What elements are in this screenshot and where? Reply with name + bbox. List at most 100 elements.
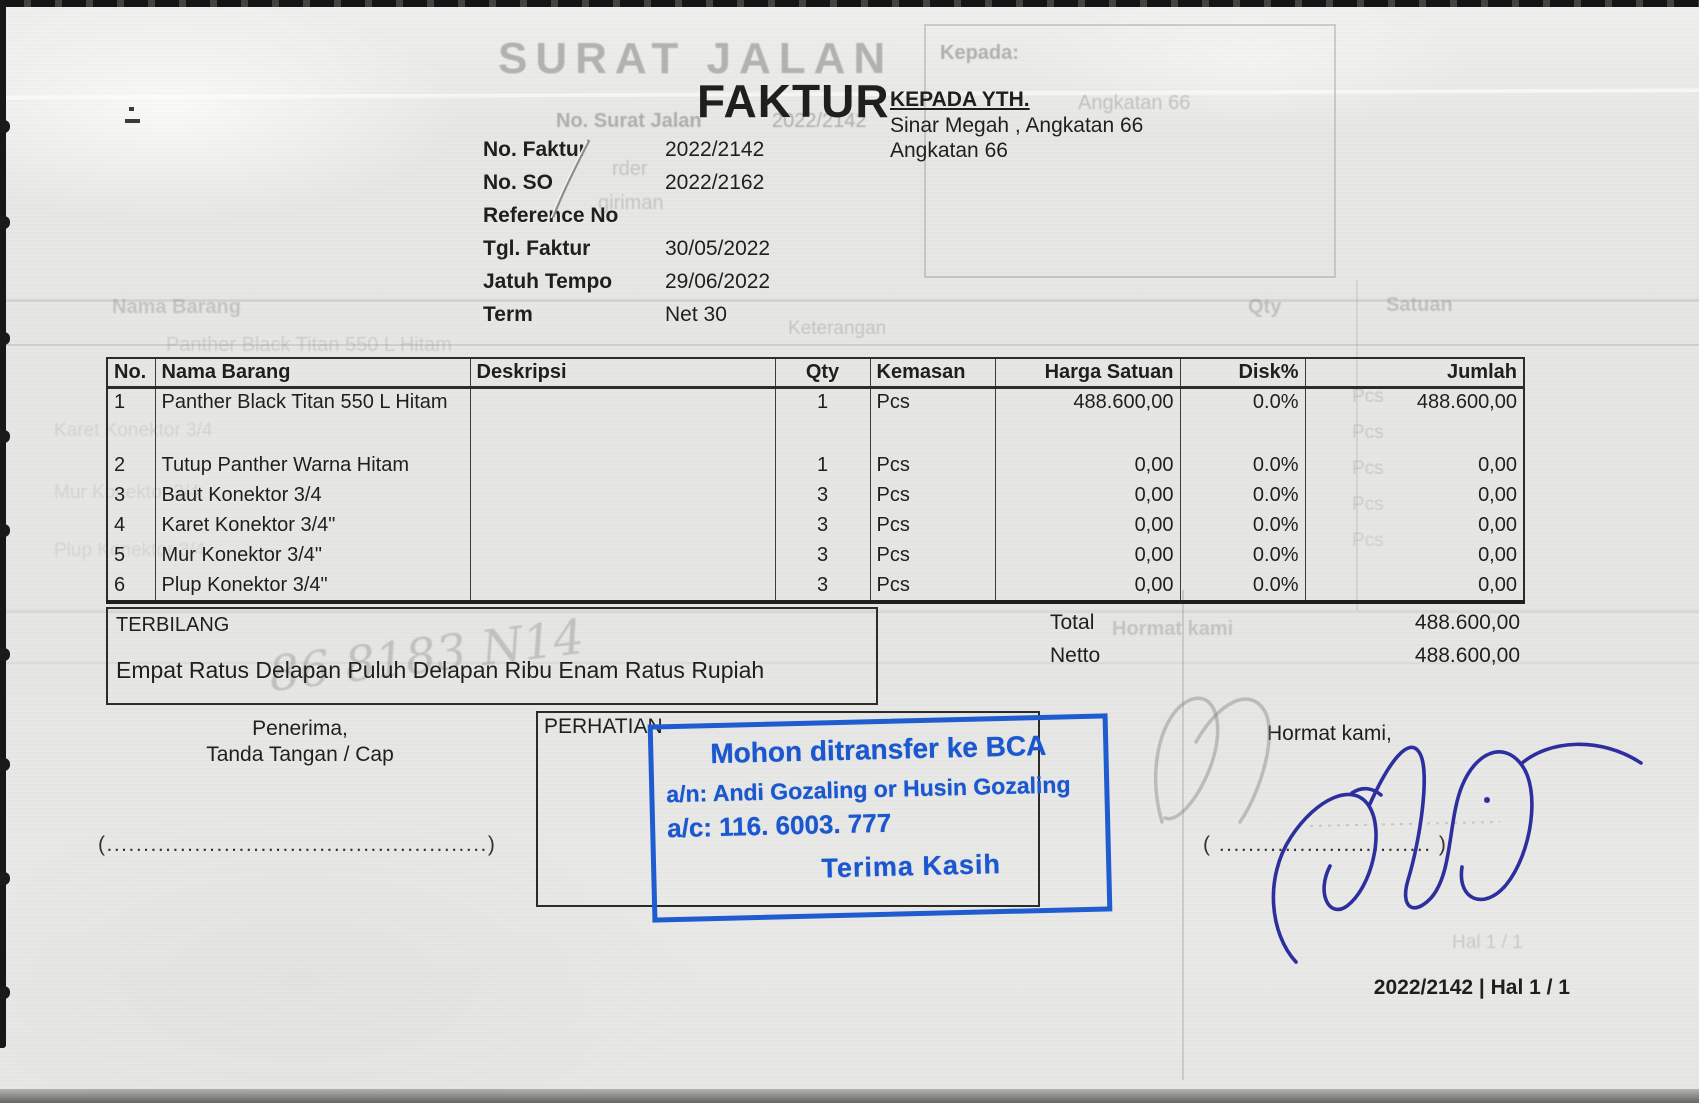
terbilang-text: Empat Ratus Delapan Puluh Delapan Ribu E… <box>116 657 765 683</box>
cell-no: 2 <box>114 453 126 476</box>
scan-edge-blob <box>0 872 10 885</box>
cell-qty: 3 <box>774 571 870 602</box>
recipient-name: Sinar Megah , Angkatan 66 <box>890 114 1144 137</box>
table-row: 6 Plup Konektor 3/4" 3 Pcs 0,00 0.0% 0,0… <box>107 571 1524 602</box>
ghost-nama-barang-header: Nama Barang <box>112 296 241 318</box>
cell-no: 3 <box>114 483 126 506</box>
col-harga-satuan: Harga Satuan <box>994 358 1180 389</box>
table-row: 4 Karet Konektor 3/4" 3 Pcs 0,00 0.0% 0,… <box>107 511 1524 542</box>
cell-disk: 0.0% <box>1179 481 1305 512</box>
scan-edge-blob <box>0 332 10 345</box>
ghost-qty-header: Qty <box>1248 296 1282 318</box>
scan-edge-blob <box>0 524 10 537</box>
terbilang-box: TERBILANG Empat Ratus Delapan Puluh Dela… <box>106 607 878 705</box>
ghost-item-line: Panther Black Titan 550 L Hitam <box>166 334 453 356</box>
stamp-line-2: a/n: Andi Gozaling or Husin Gozaling <box>666 771 1071 808</box>
table-row: 3 Baut Konektor 3/4 3 Pcs 0,00 0.0% 0,00 <box>107 481 1524 512</box>
ghost-satuan-header: Satuan <box>1386 294 1453 316</box>
cell-qty: 3 <box>774 481 870 512</box>
cell-no: 6 <box>114 573 126 596</box>
col-jumlah: Jumlah <box>1304 358 1524 389</box>
meta-label-jatuh-tempo: Jatuh Tempo <box>483 270 613 293</box>
items-table: No. Nama Barang Deskripsi Qty Kemasan Ha… <box>106 357 1525 604</box>
cell-disk: 0.0% <box>1179 571 1305 602</box>
ghost-hormat-kami: Hormat kami <box>1112 618 1234 640</box>
cell-qty: 3 <box>774 541 870 572</box>
cell-kemasan: Pcs <box>869 571 995 602</box>
cell-kemasan: Pcs <box>869 481 995 512</box>
cell-qty: 1 <box>774 387 870 452</box>
perhatian-box: PERHATIAN <box>536 711 1040 907</box>
cell-deskripsi <box>469 511 775 542</box>
col-deskripsi: Deskripsi <box>469 358 775 389</box>
cell-nama-barang: Tutup Panther Warna Hitam <box>154 451 470 482</box>
scan-streak <box>0 662 1699 664</box>
ghost-kepada-line: Angkatan 66 <box>1078 92 1191 114</box>
cell-nama-barang: Panther Black Titan 550 L Hitam <box>154 387 470 452</box>
paper-fold-line <box>1182 590 1184 1080</box>
cell-nama-barang: Mur Konektor 3/4" <box>154 541 470 572</box>
cell-qty: 3 <box>774 511 870 542</box>
cell-harga-satuan: 0,00 <box>994 571 1180 602</box>
ghost-hal-page: Hal 1 / 1 <box>1452 932 1523 953</box>
meta-label-no-so: No. SO <box>483 171 554 194</box>
scan-edge-top <box>0 0 1699 7</box>
penerima-label: Penerima, <box>252 717 348 740</box>
scan-edge-blob <box>0 430 10 443</box>
cell-harga-satuan: 0,00 <box>994 511 1180 542</box>
ghost-keterangan-label: Keterangan <box>788 318 887 339</box>
scan-edge-blob <box>0 986 10 999</box>
cell-deskripsi <box>469 451 775 482</box>
cell-no: 5 <box>114 543 126 566</box>
cell-kemasan: Pcs <box>869 387 995 452</box>
invoice-title: FAKTUR <box>697 75 890 127</box>
meta-value-no-faktur: 2022/2142 <box>665 138 765 161</box>
cell-harga-satuan: 0,00 <box>994 451 1180 482</box>
scan-streak <box>0 299 1699 302</box>
terbilang-label: TERBILANG <box>116 614 230 636</box>
meta-value-tgl-faktur: 30/05/2022 <box>665 237 771 260</box>
cell-kemasan: Pcs <box>869 511 995 542</box>
cell-kemasan: Pcs <box>869 451 995 482</box>
ghost-surat-jalan-title: SURAT JALAN <box>498 34 894 83</box>
perhatian-label: PERHATIAN <box>544 715 663 738</box>
cell-jumlah: 488.600,00 <box>1304 387 1524 452</box>
cell-jumlah: 0,00 <box>1304 511 1524 542</box>
col-disk: Disk% <box>1179 358 1305 389</box>
col-no: No. <box>107 358 155 389</box>
stamp-line-3: a/c: 116. 6003. 777 <box>666 807 892 844</box>
penerima-signature-line: (.......................................… <box>98 833 497 856</box>
cell-jumlah: 0,00 <box>1304 541 1524 572</box>
cell-jumlah: 0,00 <box>1304 451 1524 482</box>
scan-streak <box>0 344 1699 346</box>
cell-harga-satuan: 488.600,00 <box>994 387 1180 452</box>
ghost-no-surat-jalan-value: 2022/2142 <box>772 110 867 132</box>
cell-disk: 0.0% <box>1179 451 1305 482</box>
scan-edge-bottom <box>0 1089 1699 1103</box>
cell-disk: 0.0% <box>1179 387 1305 452</box>
meta-value-jatuh-tempo: 29/06/2022 <box>665 270 771 293</box>
ghost-kepada-label: Kepada: <box>940 42 1019 64</box>
recipient-address: Angkatan 66 <box>890 139 1008 162</box>
table-row: 1 Panther Black Titan 550 L Hitam 1 Pcs … <box>107 387 1524 452</box>
cell-kemasan: Pcs <box>869 541 995 572</box>
stamp-line-1: Mohon ditransfer ke BCA <box>709 729 1047 770</box>
table-header-row: No. Nama Barang Deskripsi Qty Kemasan Ha… <box>107 358 1524 389</box>
cell-deskripsi <box>469 571 775 602</box>
total-value: 488.600,00 <box>1414 611 1520 634</box>
scan-edge-blob <box>0 758 10 771</box>
bank-transfer-stamp: Mohon ditransfer ke BCA a/n: Andi Gozali… <box>647 713 1113 923</box>
cell-deskripsi <box>469 387 775 452</box>
table-row: 2 Tutup Panther Warna Hitam 1 Pcs 0,00 0… <box>107 451 1524 482</box>
col-kemasan: Kemasan <box>869 358 995 389</box>
cell-disk: 0.0% <box>1179 511 1305 542</box>
kepada-yth-label: KEPADA YTH. <box>890 88 1030 111</box>
ghost-meta-fragment: giriman <box>598 192 664 214</box>
cell-no: 4 <box>114 513 126 536</box>
scan-edge-blob <box>0 120 10 133</box>
ghost-no-surat-jalan-label: No. Surat Jalan <box>556 110 702 132</box>
meta-label-no-faktur: No. Faktur <box>483 138 587 161</box>
hormat-signature-line: ( ............................. ) <box>1203 833 1448 856</box>
scan-edge-blob <box>0 648 10 661</box>
meta-label-term: Term <box>483 303 533 326</box>
